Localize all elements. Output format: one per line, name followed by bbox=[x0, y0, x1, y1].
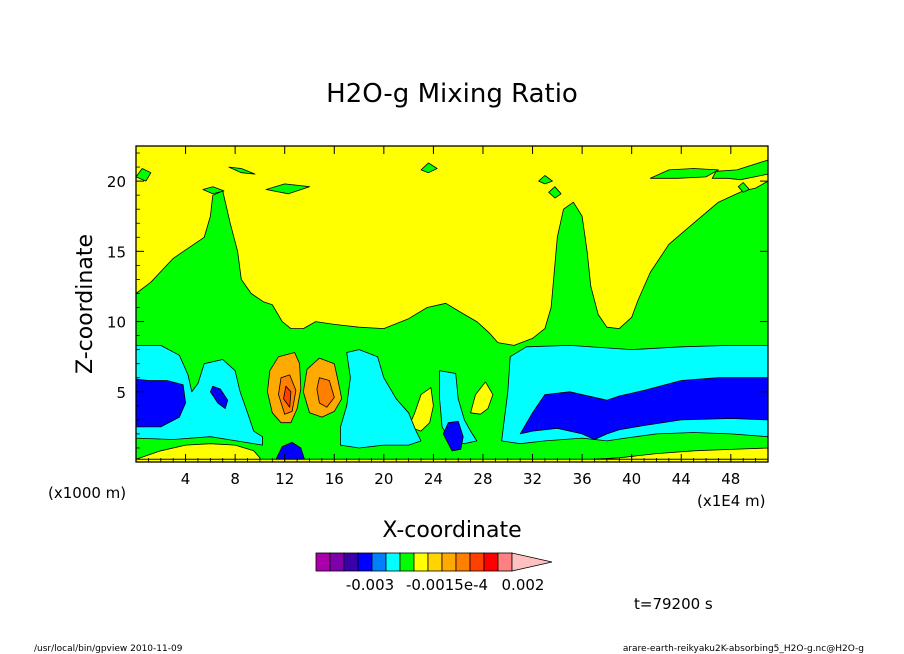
contour-green-top-0 bbox=[135, 168, 152, 182]
contour-green-top-7 bbox=[649, 168, 719, 179]
plot-frame bbox=[135, 145, 769, 463]
contour-regions bbox=[135, 159, 769, 460]
x-tick-label: 48 bbox=[721, 470, 740, 488]
x-unit-right: (x1E4 m) bbox=[697, 492, 766, 510]
y-tick-label: 15 bbox=[107, 243, 126, 261]
colorbar-swatch-5 bbox=[385, 552, 401, 572]
x-tick-label: 28 bbox=[473, 470, 492, 488]
y-tick-label: 5 bbox=[116, 384, 126, 402]
colorbar-swatch-1 bbox=[329, 552, 345, 572]
x-tick-label: 12 bbox=[275, 470, 294, 488]
footer-file: arare-earth-reikyaku2K-absorbing5_H2O-g.… bbox=[623, 644, 864, 654]
x-tick-label: 36 bbox=[573, 470, 592, 488]
colorbar-swatch-6 bbox=[399, 552, 415, 572]
colorbar-swatch-10 bbox=[455, 552, 471, 572]
x-tick-label: 40 bbox=[622, 470, 641, 488]
colorbar bbox=[315, 552, 553, 572]
colorbar-tick-3: 0.002 bbox=[502, 576, 545, 594]
colorbar-swatch-12 bbox=[483, 552, 499, 572]
colorbar-swatch-3 bbox=[357, 552, 373, 572]
contour-red-orange-0 bbox=[283, 385, 292, 408]
contour-yellow-2 bbox=[408, 387, 434, 432]
contour-green-top-1 bbox=[202, 186, 225, 195]
contour-blue-0 bbox=[135, 378, 187, 428]
x-unit-left: (x1000 m) bbox=[48, 484, 126, 502]
footer-path: /usr/local/bin/gpview 2010-11-09 bbox=[34, 644, 183, 654]
y-axis-label: Z-coordinate bbox=[73, 234, 98, 374]
colorbar-swatch-4 bbox=[371, 552, 387, 572]
colorbar-swatch-7 bbox=[413, 552, 429, 572]
x-tick-label: 20 bbox=[374, 470, 393, 488]
x-tick-label: 4 bbox=[181, 470, 191, 488]
contour-blue-2 bbox=[442, 420, 464, 452]
colorbar-arrow bbox=[511, 552, 553, 572]
contour-green-top-4 bbox=[420, 162, 438, 174]
colorbar-swatch-2 bbox=[343, 552, 359, 572]
contour-green-top-6 bbox=[548, 186, 562, 199]
time-label: t=79200 s bbox=[634, 595, 713, 613]
colorbar-tick-1: -0.003 bbox=[346, 576, 394, 594]
x-tick-label: 32 bbox=[523, 470, 542, 488]
contour-green-top-3 bbox=[265, 183, 310, 195]
contour-cyan-1 bbox=[340, 349, 422, 449]
x-axis-label: X-coordinate bbox=[382, 518, 521, 543]
y-tick-label: 10 bbox=[107, 314, 126, 332]
contour-orange-1 bbox=[316, 377, 335, 408]
contour-green-top-9 bbox=[737, 182, 750, 193]
colorbar-swatch-13 bbox=[497, 552, 513, 572]
chart-title: H2O-g Mixing Ratio bbox=[326, 79, 578, 109]
contour-yellow-3 bbox=[470, 381, 494, 415]
contour-blue-1 bbox=[209, 385, 229, 410]
colorbar-swatch-9 bbox=[441, 552, 457, 572]
contour-green-top-5 bbox=[538, 175, 553, 185]
contour-blue-4 bbox=[275, 441, 305, 460]
x-tick-label: 44 bbox=[672, 470, 691, 488]
x-tick-label: 8 bbox=[230, 470, 240, 488]
colorbar-swatch-0 bbox=[315, 552, 331, 572]
contour-green-top-2 bbox=[228, 166, 256, 175]
colorbar-tick-2: -0.0015e-4 bbox=[406, 576, 488, 594]
colorbar-swatch-11 bbox=[469, 552, 485, 572]
y-tick-label: 20 bbox=[107, 173, 126, 191]
x-tick-label: 16 bbox=[325, 470, 344, 488]
colorbar-swatch-8 bbox=[427, 552, 443, 572]
x-tick-label: 24 bbox=[424, 470, 443, 488]
